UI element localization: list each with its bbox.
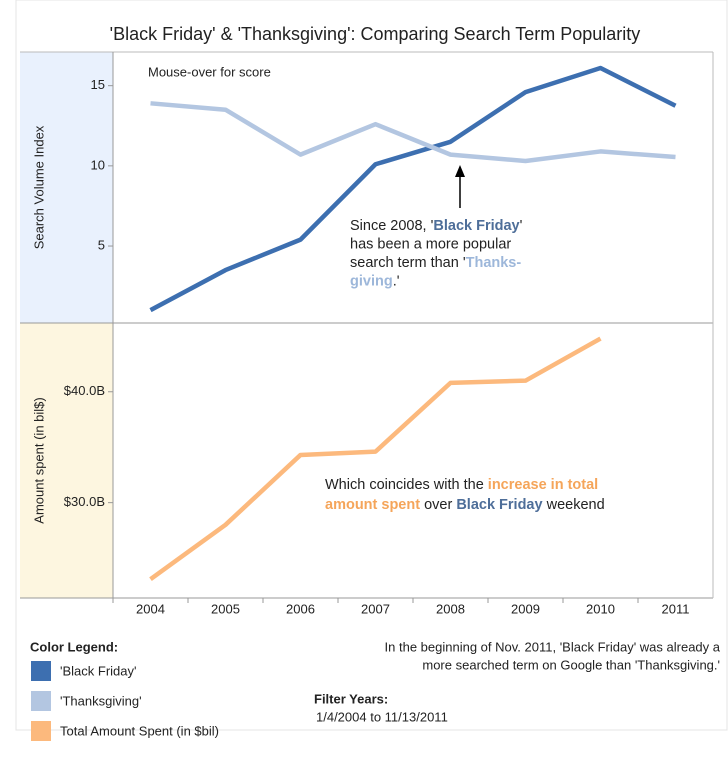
arrow-head: [455, 165, 465, 177]
annotation-text: increase in total: [488, 477, 598, 493]
legend-label: 'Thanksgiving': [60, 693, 142, 708]
annotation-text: amount spent: [325, 497, 420, 513]
frame: [15, 0, 728, 731]
annotation-text: ': [520, 218, 523, 234]
title: 'Black Friday' & 'Thanksgiving': Compari…: [110, 24, 641, 44]
legend-swatch: [31, 691, 51, 711]
y-axis-title: Amount spent (in bil$): [31, 397, 46, 523]
footnote: In the beginning of Nov. 2011, 'Black Fr…: [385, 639, 721, 654]
legend-swatch: [31, 721, 51, 741]
x-tick-label: 2007: [361, 601, 390, 616]
annotation-line: Which coincides with the increase in tot…: [325, 477, 598, 493]
x-tick-label: 2006: [286, 601, 315, 616]
annotation-line: giving.': [350, 273, 400, 289]
label-panel: [20, 52, 113, 323]
series-line: [149, 65, 677, 313]
annotation-line: Since 2008, 'Black Friday': [350, 218, 523, 234]
filter-range: 1/4/2004 to 11/13/2011: [316, 709, 448, 724]
y-tick-label: 10: [91, 157, 105, 172]
hint: Mouse-over for score: [148, 64, 271, 79]
legend-label: 'Black Friday': [60, 663, 136, 678]
y-tick-label: 15: [91, 77, 105, 92]
annotation-text: weekend: [543, 497, 605, 513]
annotation-text: Black Friday: [456, 497, 542, 513]
annotation-text: Since 2008, ': [350, 218, 434, 234]
annotation-text: giving: [350, 273, 393, 289]
y-tick-label: $30.0B: [64, 494, 105, 509]
x-tick-label: 2010: [586, 601, 615, 616]
annotation-text: over: [420, 497, 456, 513]
annotation-text: .': [393, 273, 400, 289]
x-tick-label: 2004: [136, 601, 165, 616]
annotation-text: Black Friday: [433, 218, 519, 234]
x-tick-label: 2005: [211, 601, 240, 616]
legend-swatch: [31, 661, 51, 681]
series-line: [150, 101, 676, 164]
annotation-line: has been a more popular: [350, 236, 511, 252]
y-tick-label: 5: [98, 237, 105, 252]
x-tick-label: 2011: [662, 601, 690, 616]
footnote: more searched term on Google than 'Thank…: [422, 657, 720, 672]
y-tick-label: $40.0B: [64, 383, 105, 398]
y-axis-title: Search Volume Index: [31, 125, 46, 249]
annotation-line: amount spent over Black Friday weekend: [325, 497, 605, 513]
annotation-text: Thanks-: [466, 255, 522, 271]
filter-title: Filter Years:: [314, 691, 388, 706]
annotation-text: has been a more popular: [350, 236, 511, 252]
series-line: [149, 336, 602, 581]
legend-title: Color Legend:: [30, 639, 118, 654]
x-tick-label: 2008: [436, 601, 465, 616]
x-tick-label: 2009: [511, 601, 540, 616]
annotation-text: Which coincides with the: [325, 477, 488, 493]
annotation-text: search term than ': [350, 255, 466, 271]
legend-label: Total Amount Spent (in $bil): [60, 723, 219, 738]
label-panel: [20, 323, 113, 598]
annotation-line: search term than 'Thanks-: [350, 255, 521, 271]
